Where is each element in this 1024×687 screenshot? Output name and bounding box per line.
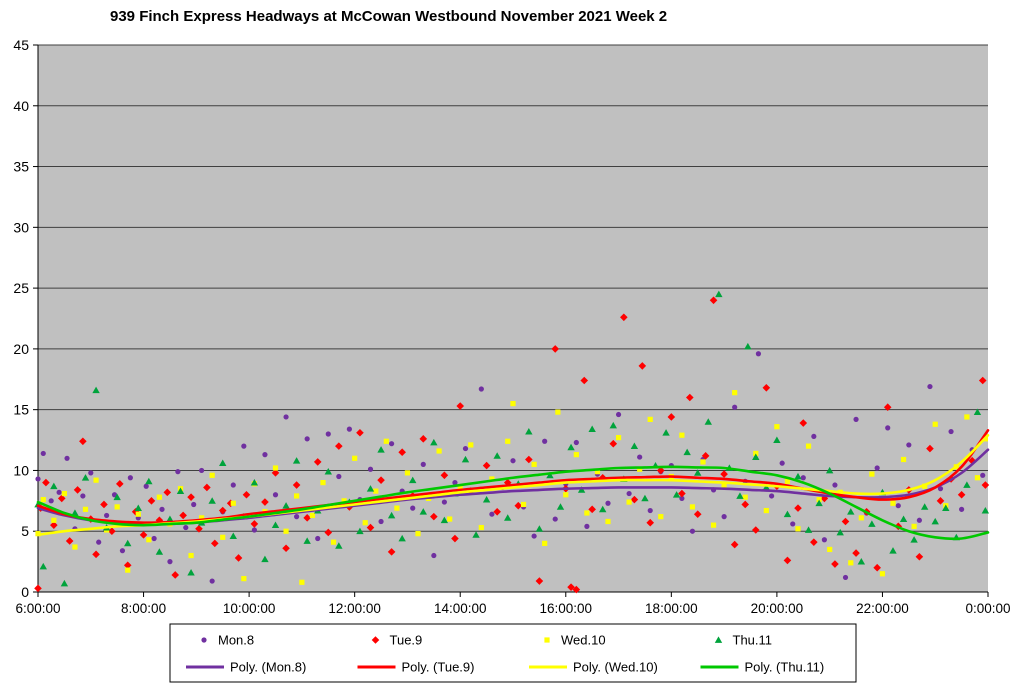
legend-label: Poly. (Tue.9) xyxy=(402,660,475,675)
legend-label: Thu.11 xyxy=(733,633,773,648)
plot-area xyxy=(38,44,988,592)
legend-label: Poly. (Mon.8) xyxy=(230,660,306,675)
y-tick-label: 5 xyxy=(21,523,29,539)
y-tick-label: 35 xyxy=(13,159,29,175)
y-tick-label: 30 xyxy=(13,219,29,235)
legend: Mon.8 Tue.9 Wed.10 Thu.11 Poly. (Mon.8) Poly.… xyxy=(169,623,857,683)
legend-item-thu11: Thu.11 xyxy=(714,633,773,648)
trendline-poly-thu-11- xyxy=(36,465,990,541)
x-tick-label: 22:00:00 xyxy=(856,601,909,616)
y-tick-label: 40 xyxy=(13,98,29,114)
x-tick-label: 20:00:00 xyxy=(751,601,804,616)
x-tick-label: 10:00:00 xyxy=(223,601,276,616)
x-tick-label: 14:00:00 xyxy=(434,601,487,616)
x-tick-label: 6:00:00 xyxy=(15,601,60,616)
y-tick-label: 25 xyxy=(13,280,29,296)
legend-label: Tue.9 xyxy=(390,633,423,648)
axes: 0 5 10 15 20 25 30 35 40 45 6:00:00 8:00:00 10:00:00… xyxy=(13,37,1010,616)
y-tick-label: 20 xyxy=(13,341,29,357)
plot-background xyxy=(38,45,988,592)
legend-box xyxy=(169,623,857,683)
x-tick-label: 8:00:00 xyxy=(121,601,166,616)
legend-item-tue9: Tue.9 xyxy=(371,633,423,648)
chart-title: 939 Finch Express Headways at McCowan We… xyxy=(110,8,667,25)
x-tick-label: 0:00:00 xyxy=(965,601,1010,616)
legend-item-poly-wed-10-: Poly. (Wed.10) xyxy=(529,660,658,675)
legend-label: Mon.8 xyxy=(218,633,254,648)
legend-item-poly-tue-9-: Poly. (Tue.9) xyxy=(357,660,475,675)
legend-item-mon8: Mon.8 xyxy=(201,633,254,648)
legend-label: Wed.10 xyxy=(561,633,606,648)
y-tick-label: 10 xyxy=(13,462,29,478)
y-tick-label: 15 xyxy=(13,402,29,418)
x-tick-label: 18:00:00 xyxy=(645,601,698,616)
legend-item-poly-mon-8-: Poly. (Mon.8) xyxy=(186,660,306,675)
legend-item-wed10: Wed.10 xyxy=(544,633,606,648)
y-tick-label: 45 xyxy=(13,37,29,53)
legend-label: Poly. (Thu.11) xyxy=(745,660,825,675)
legend-label: Poly. (Wed.10) xyxy=(573,660,658,675)
legend-item-poly-thu-11-: Poly. (Thu.11) xyxy=(700,660,825,675)
x-tick-label: 16:00:00 xyxy=(539,601,592,616)
trendlines xyxy=(36,429,990,541)
x-tick-label: 12:00:00 xyxy=(328,601,381,616)
y-tick-label: 0 xyxy=(21,584,29,600)
